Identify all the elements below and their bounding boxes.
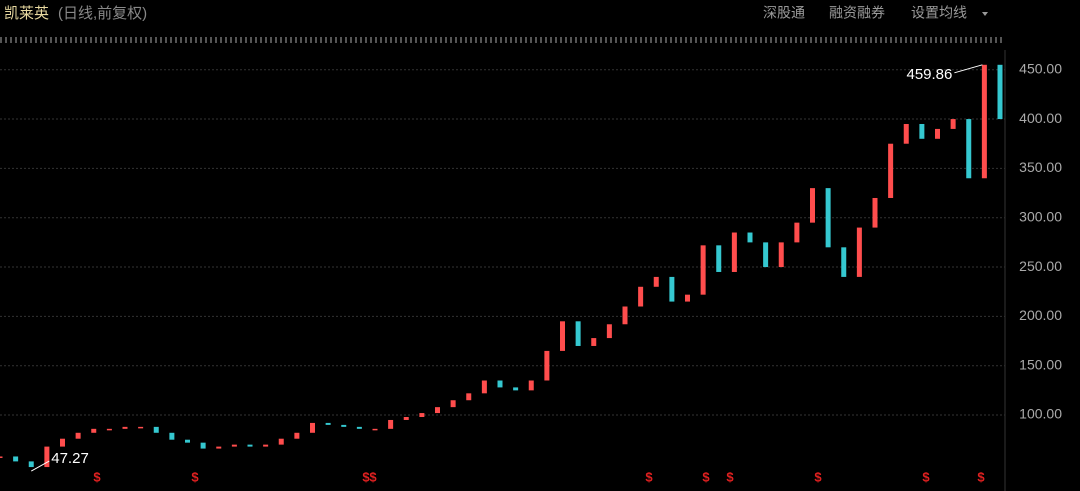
- candle: [497, 380, 503, 388]
- candle: [872, 197, 878, 228]
- candle: [606, 324, 612, 339]
- candle: [685, 294, 690, 302]
- candle: [435, 407, 440, 414]
- candle: [997, 64, 1003, 120]
- candle: [810, 188, 815, 223]
- candle: [919, 123, 925, 139]
- dividend-marker: $: [977, 469, 985, 484]
- y-tick-label: 400.00: [1019, 110, 1062, 126]
- candle: [200, 442, 206, 449]
- candle: [28, 461, 34, 468]
- candle: [966, 119, 972, 179]
- annotation: 47.27: [51, 450, 89, 467]
- candle: [278, 438, 284, 445]
- dividend-marker: $: [645, 469, 653, 484]
- candle: [153, 426, 159, 433]
- candle: [653, 276, 659, 287]
- candle: [185, 439, 190, 443]
- dividend-marker: $: [369, 469, 377, 484]
- candle: [935, 128, 940, 139]
- dividend-marker: $: [726, 469, 734, 484]
- candle: [403, 417, 409, 420]
- dividend-marker: $: [814, 469, 822, 484]
- candle: [513, 387, 519, 391]
- candle: [825, 188, 831, 248]
- candle: [888, 143, 894, 198]
- candle: [669, 276, 675, 302]
- candle: [716, 245, 722, 272]
- menu-item[interactable]: 融资融券: [829, 5, 885, 21]
- candle: [778, 242, 784, 268]
- candle: [388, 419, 394, 429]
- candle: [60, 438, 65, 447]
- candle: [560, 321, 565, 351]
- candle: [528, 380, 534, 391]
- candle: [13, 456, 19, 462]
- candle: [981, 64, 987, 179]
- candle: [138, 426, 144, 429]
- candle: [263, 444, 269, 447]
- candle: [622, 306, 628, 325]
- candle: [372, 428, 378, 431]
- candle: [341, 424, 347, 427]
- candle: [231, 444, 237, 447]
- dividend-marker: $: [191, 469, 199, 484]
- candle: [356, 426, 362, 429]
- candle: [216, 446, 222, 449]
- candle: [575, 321, 581, 346]
- stock-name: 凯莱英: [4, 4, 49, 22]
- annotation-arrow: [954, 64, 983, 74]
- menu-item[interactable]: 设置均线: [911, 5, 967, 21]
- candle: [700, 245, 706, 295]
- candle: [481, 380, 487, 394]
- candle: [903, 123, 909, 144]
- annotation: 459.86: [906, 66, 952, 83]
- candle: [856, 227, 862, 277]
- y-tick-label: 150.00: [1019, 356, 1062, 372]
- dividend-marker: $: [922, 469, 930, 484]
- candle: [294, 432, 300, 439]
- dividend-marker: $: [93, 469, 101, 484]
- candle: [763, 242, 769, 268]
- y-tick-label: 350.00: [1019, 159, 1062, 175]
- candle: [106, 428, 112, 431]
- annotation-arrow: [31, 460, 50, 472]
- y-tick-label: 250.00: [1019, 258, 1062, 274]
- candle: [747, 232, 753, 243]
- dropdown-arrow[interactable]: [982, 12, 988, 16]
- dividend-marker: $: [362, 469, 370, 484]
- y-tick-label: 100.00: [1019, 406, 1062, 422]
- y-tick-label: 200.00: [1019, 307, 1062, 323]
- candle: [638, 286, 644, 307]
- candle: [0, 456, 3, 458]
- candle: [91, 428, 97, 433]
- candle: [450, 400, 456, 408]
- candle: [466, 393, 472, 401]
- candle: [122, 426, 128, 429]
- y-tick-label: 450.00: [1019, 60, 1062, 76]
- candle: [794, 222, 800, 243]
- candle: [247, 444, 253, 447]
- candle: [731, 232, 737, 272]
- y-tick-label: 300.00: [1019, 208, 1062, 224]
- candle: [841, 247, 847, 277]
- candle: [950, 119, 956, 129]
- candle: [44, 446, 50, 468]
- candle: [325, 422, 331, 425]
- candle: [169, 432, 175, 440]
- menu-item[interactable]: 深股通: [763, 5, 805, 21]
- candle: [75, 432, 81, 439]
- candle: [591, 338, 597, 346]
- candle: [544, 350, 550, 381]
- candle: [310, 422, 315, 433]
- chart-mode: (日线,前复权): [58, 4, 147, 22]
- dividend-marker: $: [702, 469, 710, 484]
- candle: [419, 413, 425, 418]
